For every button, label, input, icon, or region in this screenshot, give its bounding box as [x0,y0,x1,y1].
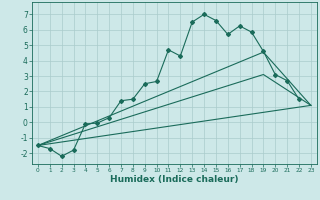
X-axis label: Humidex (Indice chaleur): Humidex (Indice chaleur) [110,175,239,184]
